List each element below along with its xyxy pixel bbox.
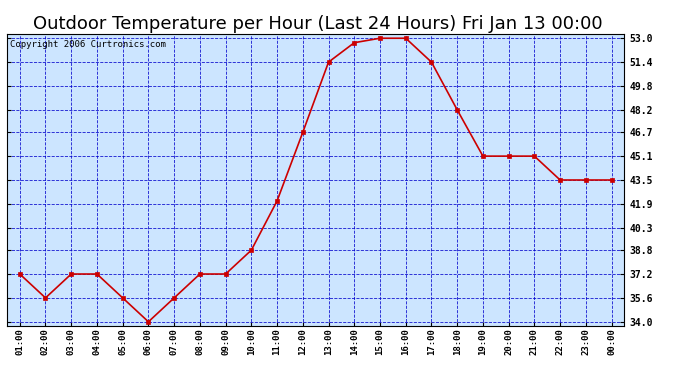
Text: Outdoor Temperature per Hour (Last 24 Hours) Fri Jan 13 00:00: Outdoor Temperature per Hour (Last 24 Ho… (32, 15, 602, 33)
Text: Copyright 2006 Curtronics.com: Copyright 2006 Curtronics.com (10, 40, 166, 49)
